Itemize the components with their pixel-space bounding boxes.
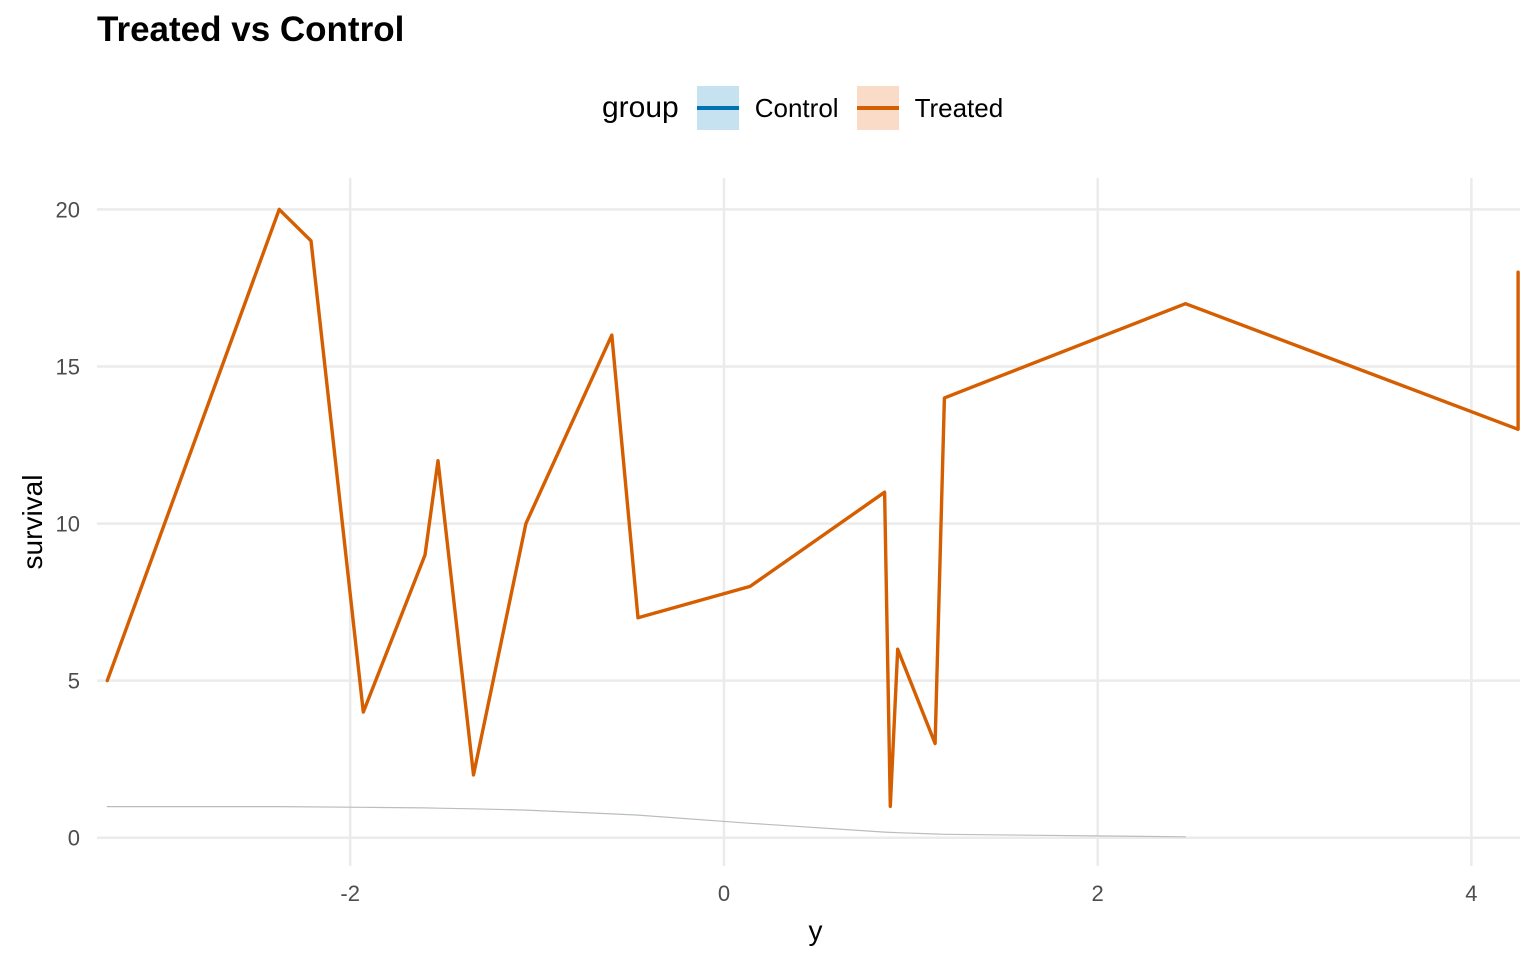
- y-axis-title: survival: [17, 475, 48, 570]
- chart-title: Treated vs Control: [97, 10, 405, 49]
- series-layer: [105, 207, 1520, 838]
- legend-key-treated: [856, 86, 899, 130]
- y-tick-label: 0: [68, 826, 80, 851]
- legend-label-control: Control: [754, 92, 839, 123]
- y-tick-label: 5: [68, 669, 80, 694]
- x-tick-label: 0: [718, 881, 730, 906]
- x-tick-label: 2: [1092, 881, 1104, 906]
- series-line-treated: [105, 207, 1520, 808]
- tick-labels: 0 5 10 15 20 -2 0 2 4: [56, 197, 1478, 906]
- y-tick-label: 20: [56, 197, 80, 222]
- x-axis-title: y: [809, 915, 823, 946]
- legend-key-control: [696, 86, 739, 130]
- y-tick-label: 10: [56, 512, 80, 537]
- x-tick-label: -2: [340, 881, 360, 906]
- grid: [97, 178, 1520, 866]
- y-tick-label: 15: [56, 354, 80, 379]
- legend: group Control Treated: [602, 84, 1021, 132]
- legend-label-treated: Treated: [914, 92, 1004, 123]
- legend-title: group: [602, 91, 679, 124]
- x-tick-label: 4: [1465, 881, 1477, 906]
- series-line-control: [106, 805, 1187, 838]
